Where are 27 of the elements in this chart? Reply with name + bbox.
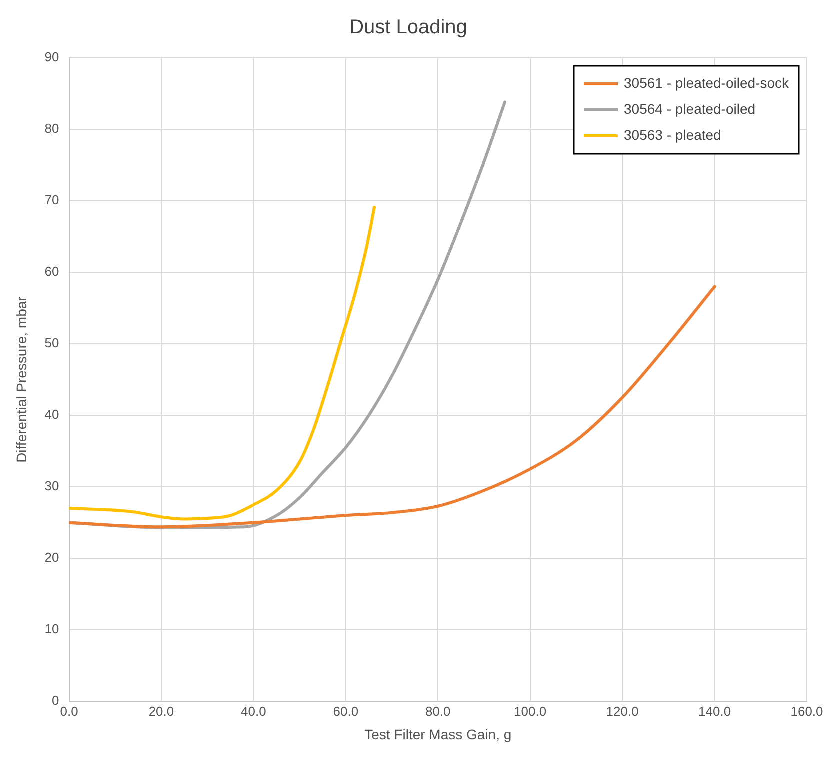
- x-axis-title: Test Filter Mass Gain, g: [364, 726, 512, 742]
- y-tick-label: 40: [44, 407, 60, 422]
- y-tick-label: 50: [44, 336, 60, 351]
- x-tick-label: 120.0: [606, 704, 639, 719]
- x-tick-label: 60.0: [333, 704, 359, 719]
- y-tick-label: 60: [44, 264, 60, 280]
- y-tick-label: 70: [44, 192, 60, 208]
- y-tick-label: 90: [44, 50, 60, 65]
- x-tick-label: 40.0: [241, 704, 266, 719]
- x-tick-label: 140.0: [698, 704, 732, 719]
- legend-label: 30564 - pleated-oiled: [624, 100, 756, 117]
- legend-label: 30563 - pleated: [624, 126, 722, 143]
- x-tick-label: 100.0: [514, 704, 547, 719]
- y-tick-label: 80: [44, 121, 60, 136]
- line-series: [69, 285, 716, 529]
- x-tick-label: 80.0: [425, 704, 451, 719]
- y-tick-label: 30: [44, 478, 60, 494]
- x-tick-label: 160.0: [790, 704, 824, 719]
- x-tick-label: 0.0: [60, 704, 78, 719]
- y-tick-label: 0: [52, 693, 60, 708]
- x-tick-label: 20.0: [148, 704, 174, 719]
- y-axis-title: Differential Pressure, mbar: [13, 296, 30, 463]
- chart-title: Dust Loading: [350, 16, 468, 39]
- line-series: [69, 206, 376, 521]
- y-tick-label: 20: [44, 550, 60, 566]
- y-tick-label: 10: [44, 622, 60, 637]
- legend-label: 30561 - pleated-oiled-sock: [624, 74, 790, 91]
